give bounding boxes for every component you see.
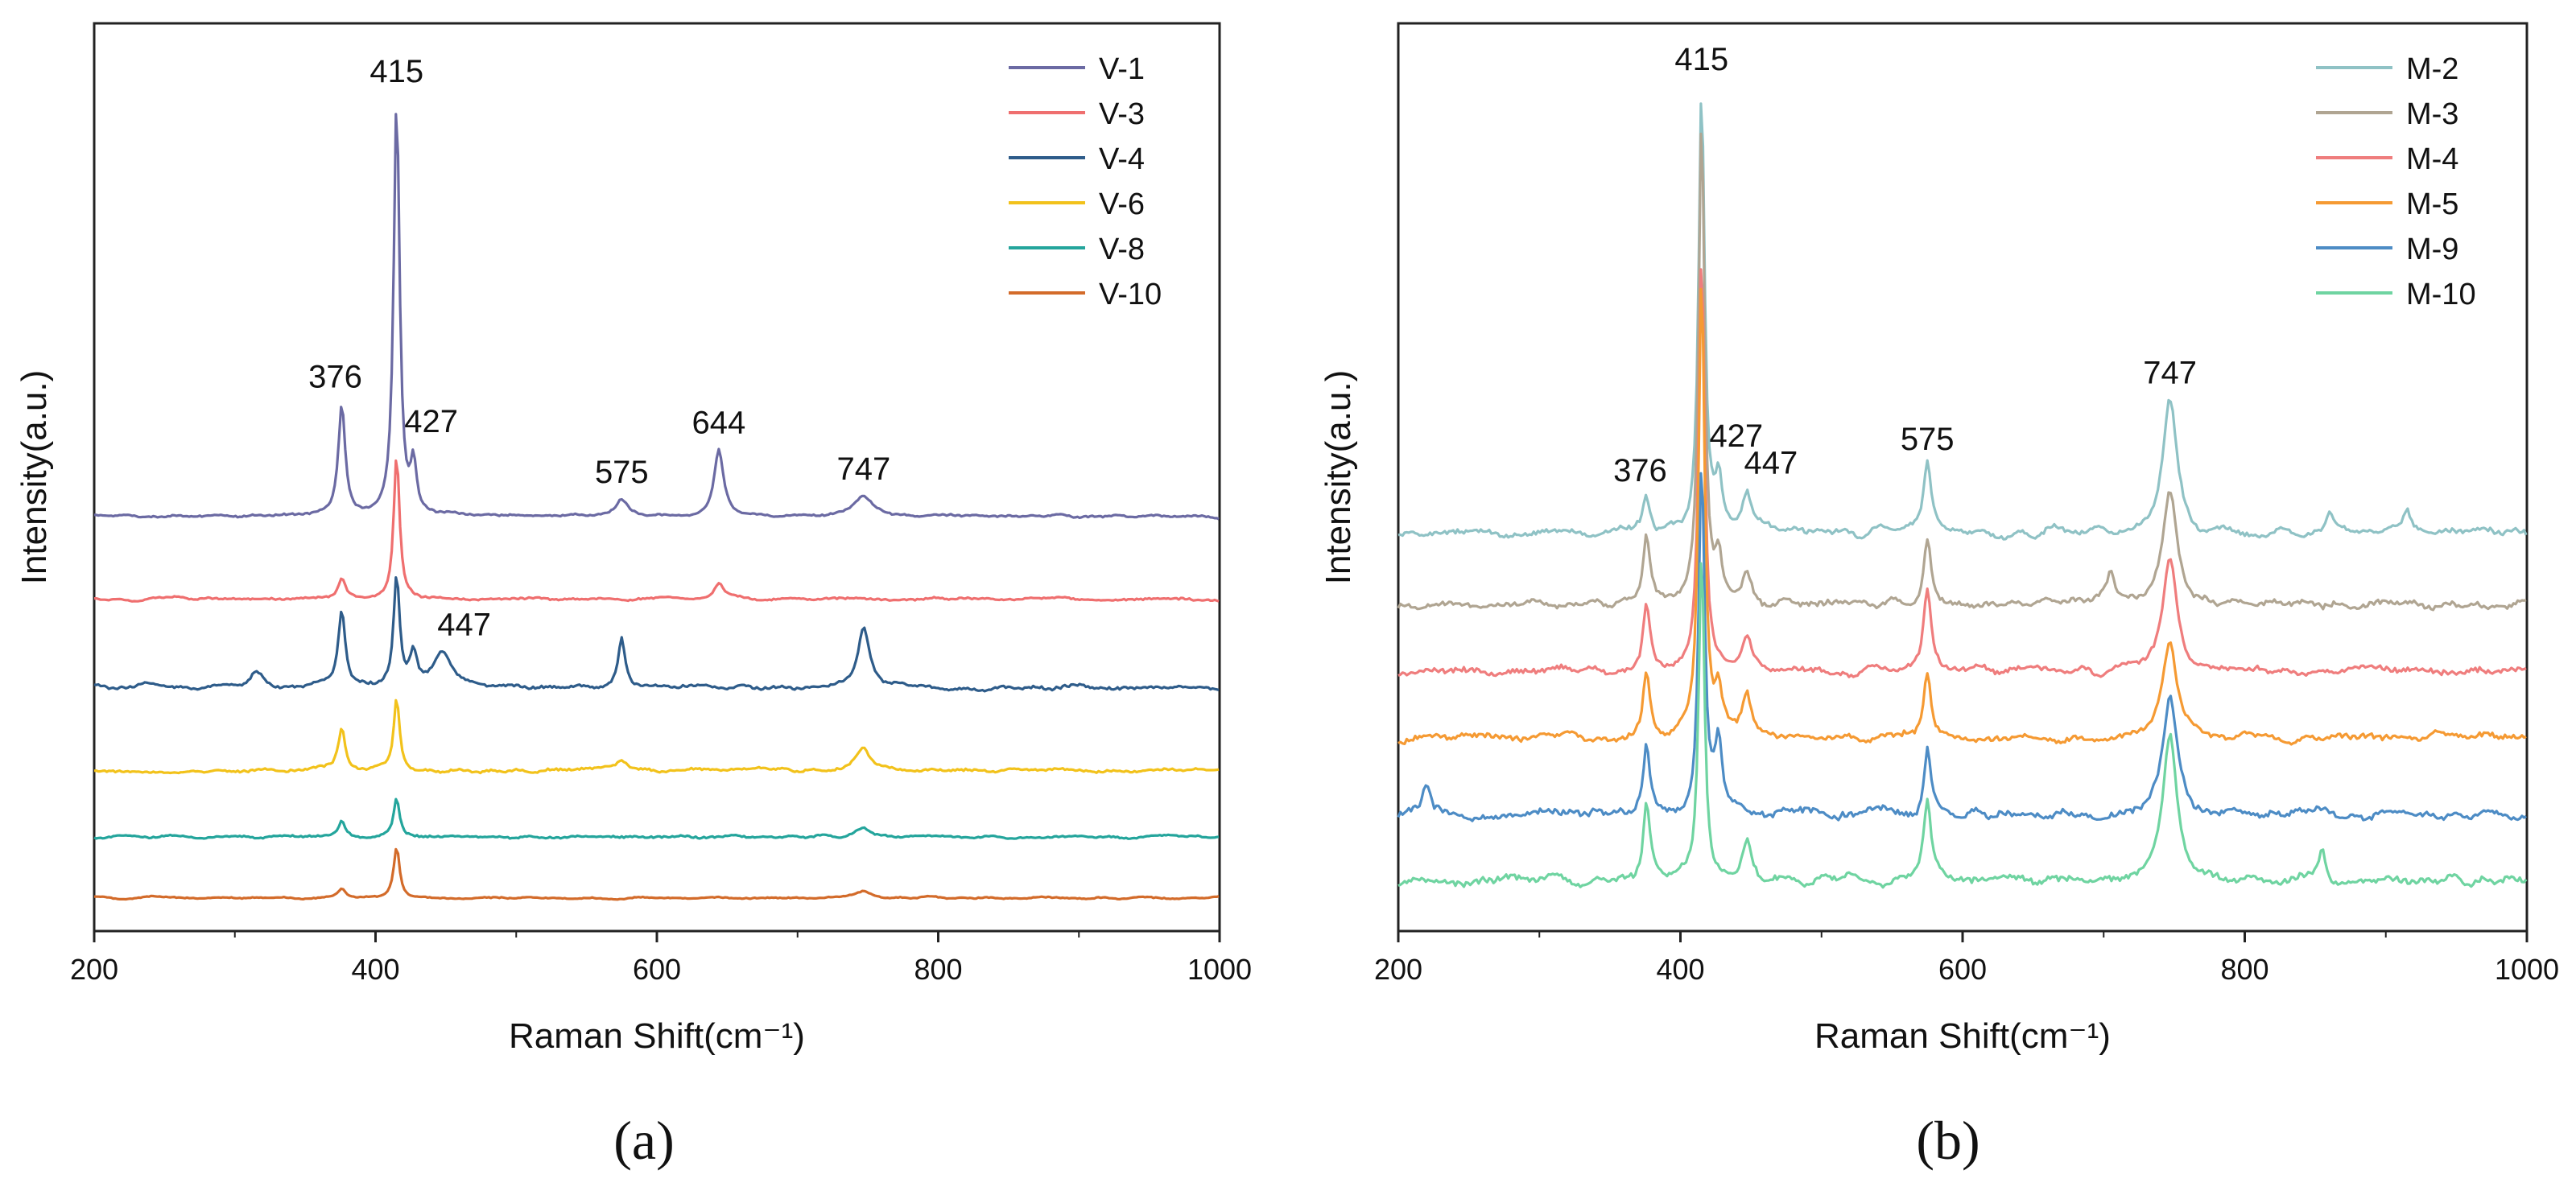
legend-label: M-4: [2406, 142, 2458, 176]
peak-annotation-376: 376: [1613, 453, 1667, 488]
x-tick-label: 1000: [2495, 953, 2559, 986]
panel-label-a: (a): [613, 1110, 674, 1171]
series-line-M-3: [1397, 132, 2527, 612]
peak-annotation-747: 747: [837, 451, 891, 487]
x-tick-label: 800: [914, 953, 962, 986]
legend-label: M-3: [2406, 97, 2458, 131]
legend-label: M-5: [2406, 188, 2458, 221]
legend-label: M-9: [2406, 233, 2458, 266]
peak-annotation-447: 447: [437, 607, 491, 642]
series-line-V-6: [93, 699, 1220, 775]
legend-label: V-6: [1099, 188, 1145, 221]
legend-label: V-3: [1099, 97, 1145, 131]
x-tick-label: 200: [1374, 953, 1422, 986]
x-tick-label: 1000: [1187, 953, 1252, 986]
chart-panel-a: 200 400 600 800 1000 Raman Shift(cm⁻¹) Intensi…: [14, 22, 1252, 1056]
legend-label: V-8: [1099, 233, 1145, 266]
series-line-V-1: [94, 113, 1220, 521]
x-tick-label: 600: [633, 953, 681, 986]
x-axis-label: Raman Shift(cm⁻¹): [509, 1016, 805, 1056]
peak-annotation-415: 415: [369, 54, 423, 89]
legend-label: V-1: [1099, 52, 1145, 86]
x-tick-label: 400: [351, 953, 399, 986]
peak-annotation-575: 575: [1901, 422, 1955, 457]
peak-annotation-427: 427: [1709, 418, 1763, 454]
peak-annotation-747: 747: [2143, 356, 2197, 391]
legend-label: V-4: [1099, 142, 1145, 176]
series-line-M-4: [1397, 268, 2527, 678]
peak-annotation-415: 415: [1674, 42, 1728, 77]
series-line-V-4: [93, 576, 1220, 693]
legend-label: M-10: [2406, 278, 2476, 311]
peak-annotation-447: 447: [1744, 446, 1798, 481]
series-line-M-2: [1397, 102, 2528, 541]
x-tick-label: 400: [1656, 953, 1704, 986]
y-axis-label: Intensity(a.u.): [1319, 370, 1358, 585]
x-tick-label: 800: [2220, 953, 2268, 986]
panel-label-b: (b): [1916, 1110, 1979, 1171]
peak-annotation-644: 644: [692, 405, 746, 440]
y-axis-label: Intensity(a.u.): [14, 370, 54, 585]
series-line-V-8: [93, 797, 1220, 840]
series-line-V-3: [94, 459, 1220, 603]
legend-label: V-10: [1099, 278, 1162, 311]
x-tick-label: 600: [1938, 953, 1987, 986]
x-tick-label: 200: [70, 953, 118, 986]
legend-label: M-2: [2406, 52, 2458, 86]
chart-panel-b: 200 400 600 800 1000 Raman Shift(cm⁻¹) Intensi…: [1319, 22, 2559, 1056]
peak-annotation-376: 376: [308, 359, 362, 394]
series-line-M-10: [1397, 562, 2528, 889]
x-axis-label: Raman Shift(cm⁻¹): [1814, 1016, 2111, 1056]
series-line-M-5: [1397, 287, 2527, 746]
peak-annotation-575: 575: [595, 455, 649, 490]
peak-annotation-427: 427: [404, 404, 458, 439]
series-line-V-10: [93, 847, 1220, 901]
series-line-M-9: [1397, 472, 2527, 822]
